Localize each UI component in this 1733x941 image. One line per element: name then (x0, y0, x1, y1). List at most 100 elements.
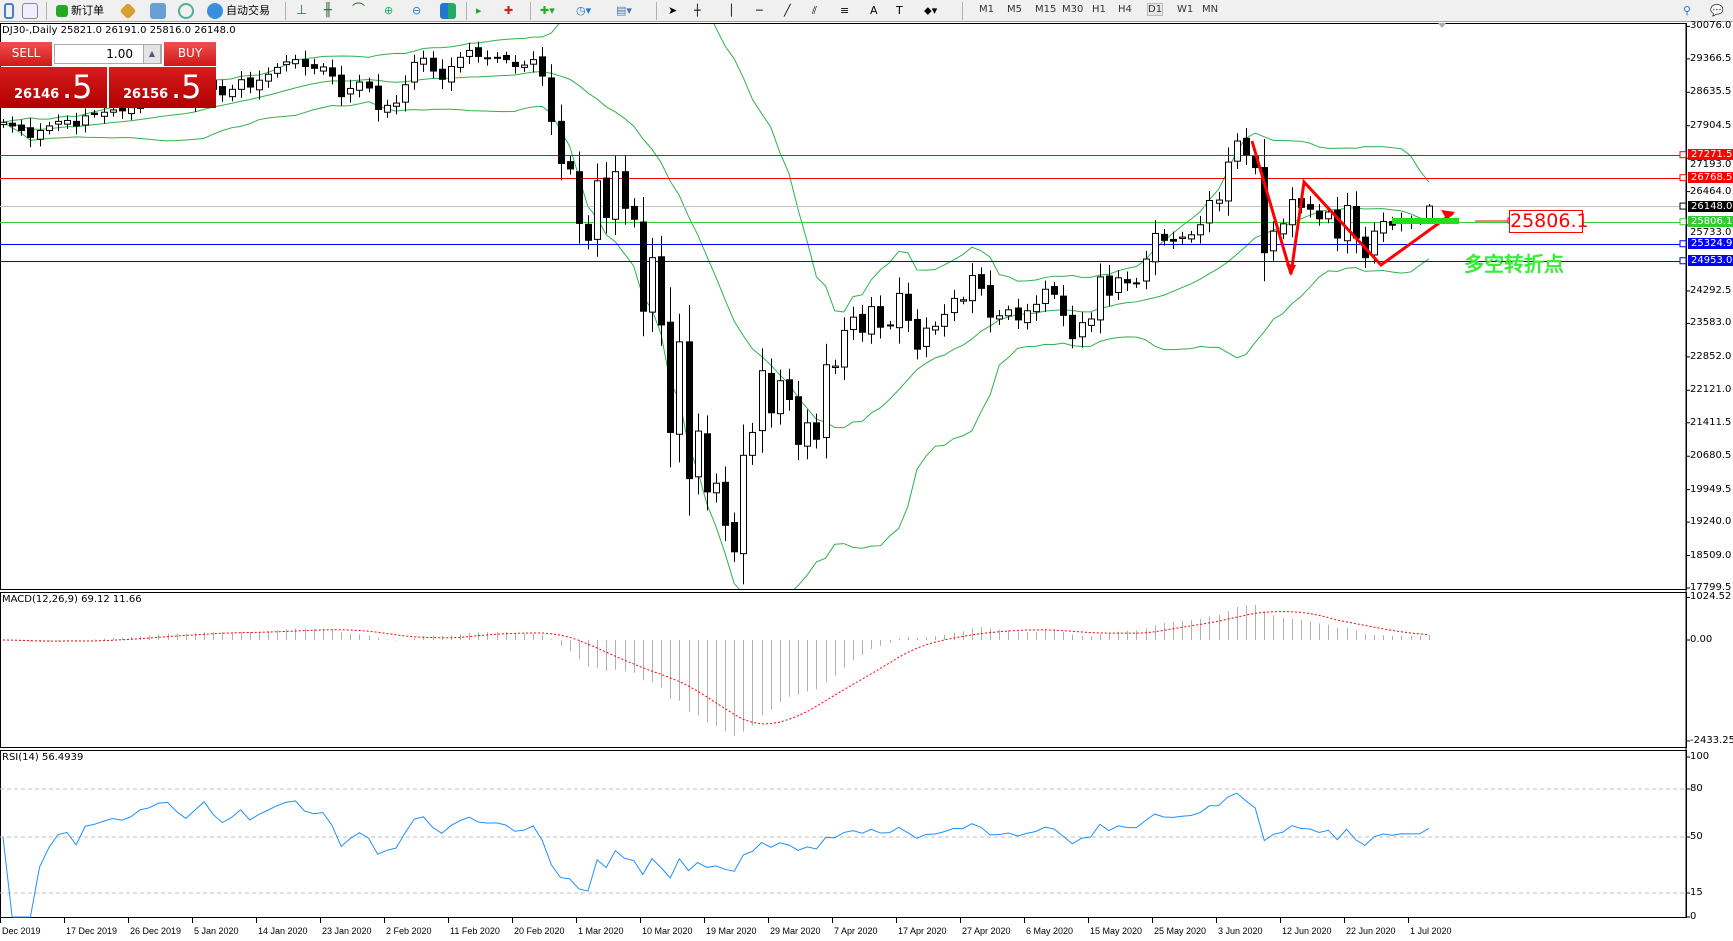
candle-body (494, 56, 501, 59)
date-axis-label: 10 Mar 2020 (642, 926, 693, 936)
window-icon[interactable] (4, 2, 14, 20)
candle-body (119, 107, 126, 112)
candle-body (430, 57, 437, 72)
candlestick-icon[interactable]: ╫ (324, 3, 332, 18)
candle-body (996, 315, 1003, 320)
candle-body (37, 130, 44, 140)
timeframe-h1[interactable]: H1 (1092, 4, 1106, 15)
sell-price-button[interactable]: 26146.5 (0, 67, 107, 108)
timeframe-m15[interactable]: M15 (1035, 4, 1057, 15)
zoom-out-icon[interactable]: ⊖ (412, 4, 422, 17)
tile-windows-icon[interactable] (440, 2, 456, 20)
buy-price-button[interactable]: 26156.5 (109, 67, 216, 108)
navigator-icon[interactable] (150, 2, 166, 20)
candle-body (503, 54, 510, 61)
candle-body (768, 372, 775, 414)
macd-axis-label: 1024.52 (1690, 591, 1732, 603)
equidistant-channel-icon[interactable]: ⫽ (812, 4, 817, 17)
new-order-label: 新订单 (71, 4, 104, 17)
candle-body (941, 313, 948, 327)
candle-body (594, 180, 601, 240)
candle-body (1371, 230, 1378, 256)
bar-chart-icon[interactable]: ⊥ (296, 3, 308, 18)
price-axis-label: 24292.5 (1690, 284, 1732, 296)
chart-shift-icon[interactable]: ▸ (476, 4, 482, 17)
timeframe-d1[interactable]: D1 (1146, 3, 1164, 16)
horizontal-line-icon[interactable]: ─ (756, 4, 763, 17)
arrows-icon[interactable]: ⬥▾ (924, 4, 938, 17)
timeframe-h4[interactable]: H4 (1118, 4, 1132, 15)
timeframe-m30[interactable]: M30 (1062, 4, 1084, 15)
date-axis-label: 1 Mar 2020 (578, 926, 624, 936)
periods-icon[interactable]: ◷▾ (576, 4, 592, 17)
crosshair-icon[interactable]: ┼ (694, 4, 701, 17)
candle-body (914, 318, 921, 350)
candle-body (1042, 288, 1049, 304)
zoom-in-icon[interactable]: ⊕ (384, 4, 394, 17)
candle-body (475, 47, 482, 57)
sell-button[interactable]: SELL (0, 42, 52, 66)
date-axis-label: 17 Apr 2020 (898, 926, 947, 936)
rsi-axis-label: 100 (1690, 751, 1710, 762)
candle-body (841, 329, 848, 368)
cursor-icon[interactable]: ➤ (668, 4, 678, 17)
text-icon[interactable]: A (870, 4, 878, 17)
templates-icon[interactable]: ▤▾ (616, 4, 632, 17)
fibonacci-icon[interactable]: ≡ (840, 4, 850, 17)
candle-body (292, 59, 299, 65)
candle-body (1179, 236, 1186, 239)
new-order-button[interactable]: 新订单 (56, 2, 104, 20)
candle-body (686, 341, 693, 480)
auto-trading-button[interactable]: 自动交易 (207, 2, 270, 20)
candle-body (1380, 221, 1387, 234)
line-chart-icon[interactable]: ⌒ (352, 3, 366, 18)
zoom-print-icon[interactable] (22, 2, 38, 20)
buy-button[interactable]: BUY (164, 42, 216, 66)
lot-size-input[interactable]: 1.00 (54, 44, 162, 64)
candle-body (1325, 211, 1332, 220)
candle-body (457, 56, 464, 68)
signals-icon[interactable] (178, 2, 194, 20)
autoscroll-icon[interactable]: ✚ (504, 4, 514, 17)
price-axis-label: 22121.0 (1690, 384, 1732, 396)
auto-trading-icon (207, 3, 223, 19)
candle-body (311, 64, 318, 69)
price-axis-label: 21411.5 (1690, 416, 1732, 428)
candle-body (110, 109, 117, 113)
candle-body (1197, 224, 1204, 236)
candle-body (960, 299, 967, 302)
timeframe-m1[interactable]: M1 (979, 4, 994, 15)
rsi-pane-frame (0, 750, 1687, 918)
candle-body (466, 49, 473, 57)
price-axis-label: 19949.5 (1690, 483, 1732, 495)
candle-body (420, 57, 427, 65)
level-handle (1679, 151, 1687, 159)
price-axis-label: 18509.0 (1690, 549, 1732, 561)
candle-body (987, 285, 994, 318)
candle-body (951, 297, 958, 314)
candle-body (1143, 258, 1150, 282)
date-axis-label: 6 May 2020 (1026, 926, 1074, 936)
candle-body (219, 86, 226, 96)
rsi-label: RSI(14) 56.4939 (2, 752, 84, 763)
search-icon[interactable]: ⚲ (1683, 4, 1692, 17)
timeframe-m5[interactable]: M5 (1007, 4, 1022, 15)
timeframe-mn[interactable]: MN (1202, 4, 1219, 15)
buy-price-main: 26156 (123, 87, 169, 102)
indicators-icon[interactable]: ✚▾ (540, 4, 555, 17)
trendline-icon[interactable]: ╱ (784, 4, 791, 17)
date-axis-label: 25 May 2020 (1154, 926, 1207, 936)
timeframe-w1[interactable]: W1 (1177, 4, 1194, 15)
text-label-icon[interactable]: T (896, 4, 903, 17)
lot-increase-button[interactable]: ▲ (143, 44, 161, 64)
candle-body (1024, 310, 1031, 324)
rsi-axis-label: 50 (1690, 831, 1703, 842)
macd-axis-label: -2433.25 (1690, 734, 1733, 746)
price-axis-label: 29366.5 (1690, 52, 1732, 64)
bollinger-upper-band (2, 24, 1430, 313)
main-plot (0, 24, 1686, 589)
chat-icon[interactable]: 💬 (1710, 4, 1724, 17)
candle-body (1161, 233, 1168, 241)
vertical-line-icon[interactable]: │ (728, 4, 735, 17)
